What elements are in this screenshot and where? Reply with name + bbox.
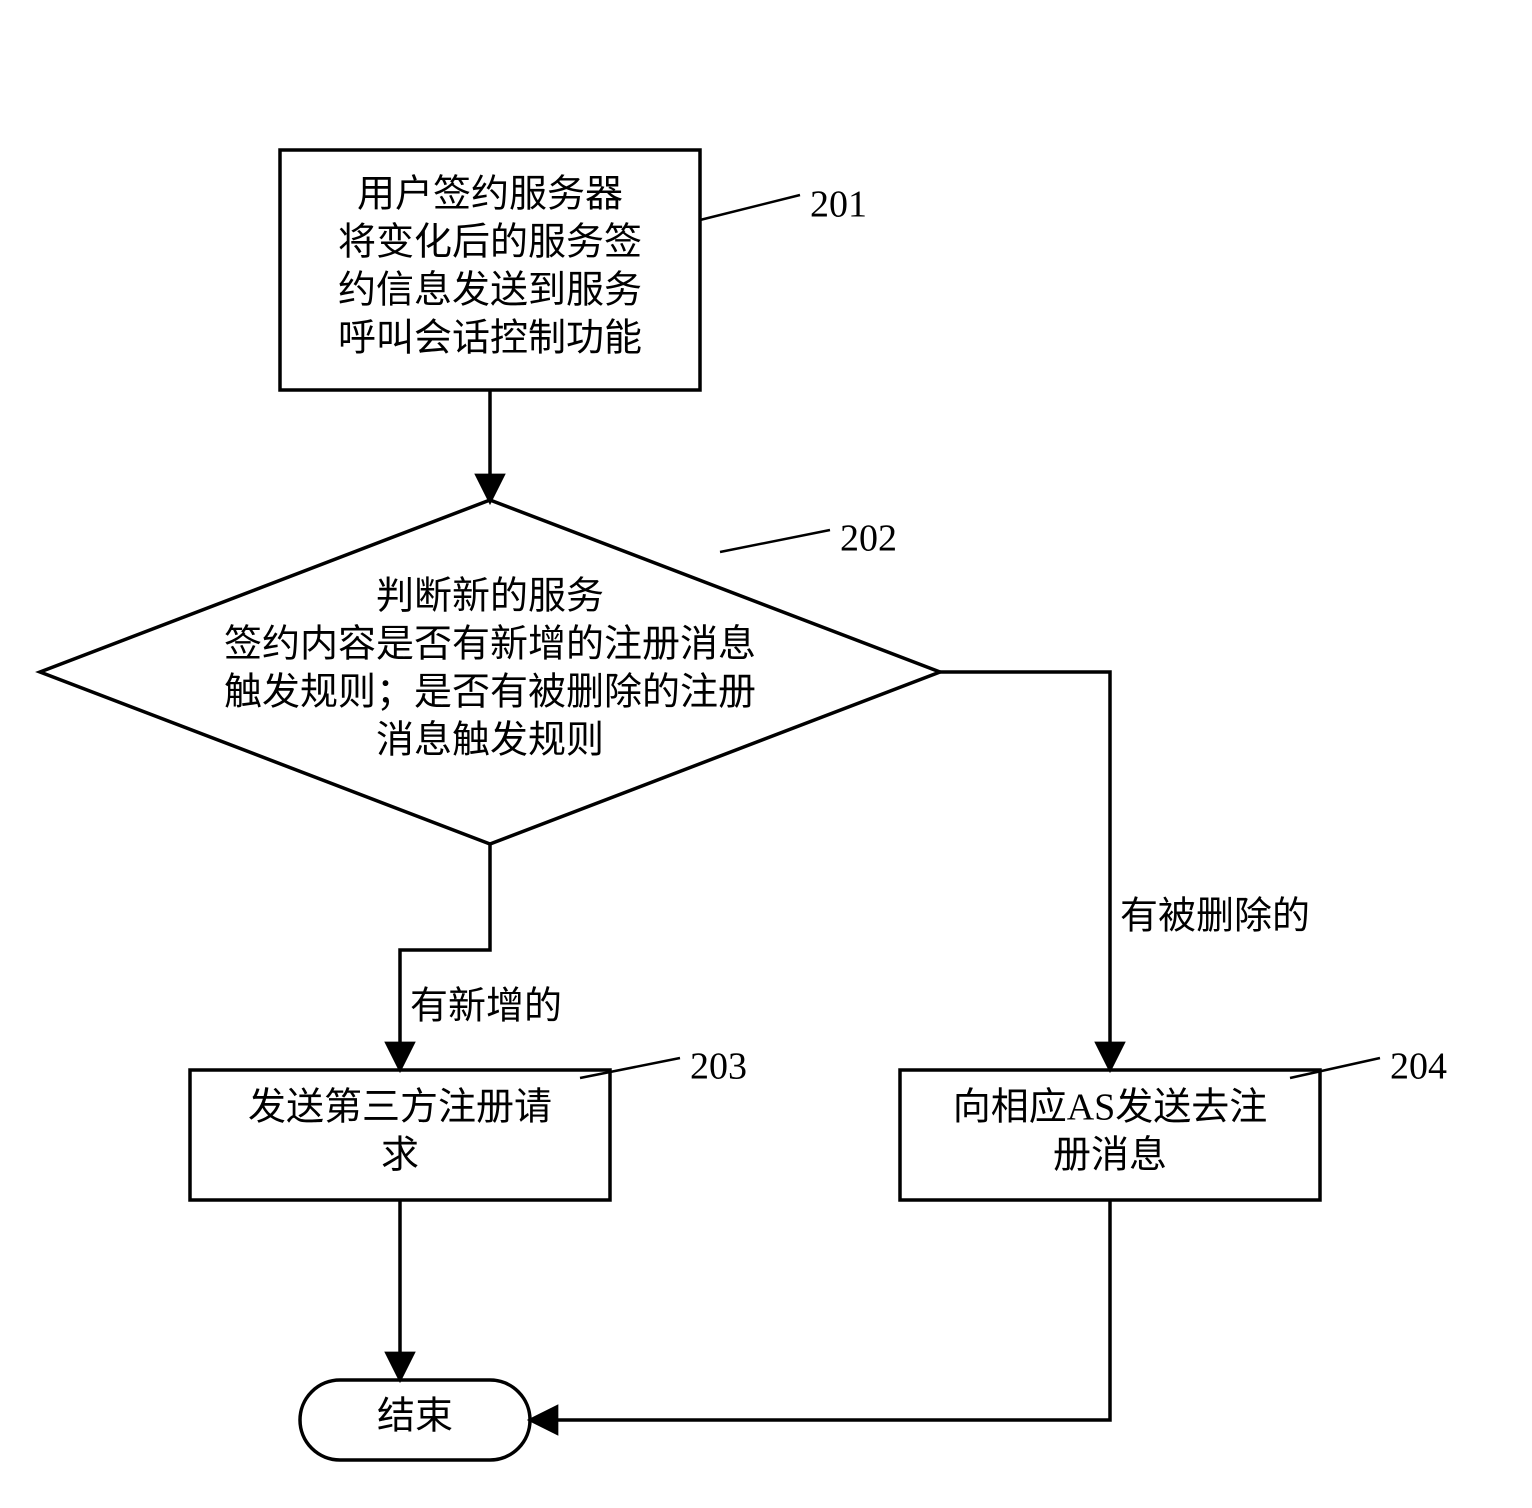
svg-text:202: 202 bbox=[840, 518, 897, 560]
label-n201: 201 bbox=[700, 184, 867, 226]
svg-text:将变化后的服务签: 将变化后的服务签 bbox=[338, 222, 642, 264]
svg-text:发送第三方注册请: 发送第三方注册请 bbox=[248, 1087, 552, 1129]
edge-n202-n203: 有新增的 bbox=[400, 843, 562, 1070]
label-n202: 202 bbox=[720, 518, 897, 560]
svg-text:204: 204 bbox=[1390, 1046, 1447, 1088]
svg-text:203: 203 bbox=[690, 1046, 747, 1088]
svg-text:消息触发规则: 消息触发规则 bbox=[376, 720, 604, 762]
svg-text:求: 求 bbox=[381, 1135, 419, 1177]
svg-text:结束: 结束 bbox=[377, 1396, 453, 1438]
edge-n204-end bbox=[530, 1200, 1110, 1420]
svg-text:触发规则；是否有被删除的注册: 触发规则；是否有被删除的注册 bbox=[224, 672, 756, 714]
svg-text:有被删除的: 有被删除的 bbox=[1120, 896, 1310, 938]
svg-text:有新增的: 有新增的 bbox=[410, 986, 562, 1028]
svg-text:201: 201 bbox=[810, 184, 867, 226]
svg-text:呼叫会话控制功能: 呼叫会话控制功能 bbox=[338, 318, 642, 360]
svg-text:向相应AS发送去注: 向相应AS发送去注 bbox=[953, 1087, 1268, 1129]
svg-text:用户签约服务器: 用户签约服务器 bbox=[357, 174, 623, 216]
svg-text:判断新的服务: 判断新的服务 bbox=[376, 576, 604, 618]
svg-text:约信息发送到服务: 约信息发送到服务 bbox=[338, 270, 642, 312]
node-end: 结束 bbox=[300, 1380, 530, 1460]
svg-text:册消息: 册消息 bbox=[1053, 1135, 1167, 1177]
svg-text:签约内容是否有新增的注册消息: 签约内容是否有新增的注册消息 bbox=[224, 624, 756, 666]
edge-n202-n204: 有被删除的 bbox=[940, 672, 1310, 1070]
